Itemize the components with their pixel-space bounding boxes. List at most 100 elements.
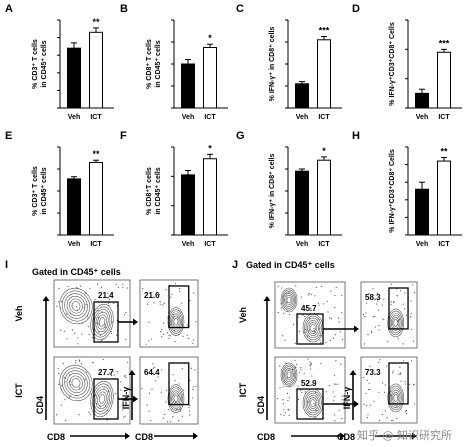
event-dot [378,419,381,422]
event-dot [282,403,285,405]
density-contour [95,388,109,410]
event-dot [297,398,300,401]
event-dot [298,372,301,374]
event-dot [329,339,331,341]
event-dot [77,337,79,339]
event-dot [162,417,165,419]
event-dot [193,292,195,294]
event-dot [157,376,159,378]
event-dot [178,288,181,290]
event-dot [113,374,115,376]
event-dot [150,338,153,340]
event-dot [295,285,297,287]
density-contour [285,369,293,381]
cd8-axis-arrow-2-head [412,432,417,440]
y-axis-label: % IFN-γ⁺CD3⁺CD8⁺ Cells [389,22,396,106]
cd8-axis-label-2: CD8 [135,432,153,442]
cd8-axis-arrow-head [125,432,130,440]
event-dot [86,371,88,374]
event-dot [367,388,369,391]
event-dot [164,413,166,416]
event-dot [192,388,194,391]
y-axis-label: % CD3⁺ T cells [32,166,39,216]
event-dot [280,413,282,416]
event-dot [165,289,167,291]
y-axis-label: in CD45⁺ cells [155,40,162,87]
event-dot [188,406,190,409]
event-dot [124,415,126,417]
event-dot [66,338,68,340]
event-dot [194,369,196,371]
event-dot [367,414,369,416]
event-dot [107,297,109,299]
event-dot [78,387,81,389]
bar-veh [67,47,81,109]
event-dot [116,334,118,336]
event-dot [314,391,316,394]
event-dot [325,342,327,344]
event-dot [378,391,380,393]
event-dot [314,416,316,419]
significance-marker: * [208,143,212,153]
event-dot [287,399,289,402]
event-dot [279,365,281,367]
event-dot [156,369,159,371]
event-dot [122,409,124,411]
event-dot [69,380,72,382]
event-dot [339,331,341,333]
event-dot [166,421,168,423]
event-dot [67,285,69,288]
cd4-axis-label: CD4 [35,396,45,414]
event-dot [193,339,195,341]
event-dot [326,300,328,303]
event-dot [110,331,112,333]
event-dot [384,391,386,393]
flow-plot-cd4-cd8 [53,356,131,425]
density-contour [391,389,401,406]
event-dot [341,294,343,297]
event-dot [396,295,398,297]
event-dot [172,374,174,376]
event-dot [166,390,168,392]
event-dot [283,414,285,416]
event-dot [100,286,103,289]
event-dot [120,389,122,391]
event-dot [78,360,81,362]
event-dot [404,383,406,385]
gate-percentage: 45.7 [301,304,317,313]
event-dot [163,302,165,304]
density-contour [304,315,322,341]
gate-arrow-head [354,325,359,333]
event-dot [73,332,76,334]
panel-letter-A: A [5,3,13,15]
event-dot [97,283,99,285]
event-dot [181,415,183,417]
event-dot [108,298,111,301]
event-dot [58,383,60,385]
event-dot [384,384,386,386]
density-contour [95,311,109,333]
event-dot [58,287,60,290]
panel-letter-F: F [120,130,127,142]
density-contour [97,391,107,407]
event-dot [377,309,380,311]
event-dot [308,317,310,319]
event-dot [404,308,406,310]
event-dot [301,392,303,394]
event-dot [403,360,405,362]
event-dot [192,342,194,344]
event-dot [390,303,392,306]
event-dot [402,343,404,345]
event-dot [124,374,126,376]
event-dot [195,321,197,323]
density-contour [307,394,319,411]
event-dot [174,380,176,382]
event-dot [381,382,384,384]
event-dot [309,364,311,366]
cd4-axis-label: CD4 [256,396,266,414]
bar-ict [89,31,103,109]
event-dot [315,286,317,288]
event-dot [78,359,81,361]
event-dot [365,392,367,395]
cd8-axis-arrow-head [340,432,345,440]
